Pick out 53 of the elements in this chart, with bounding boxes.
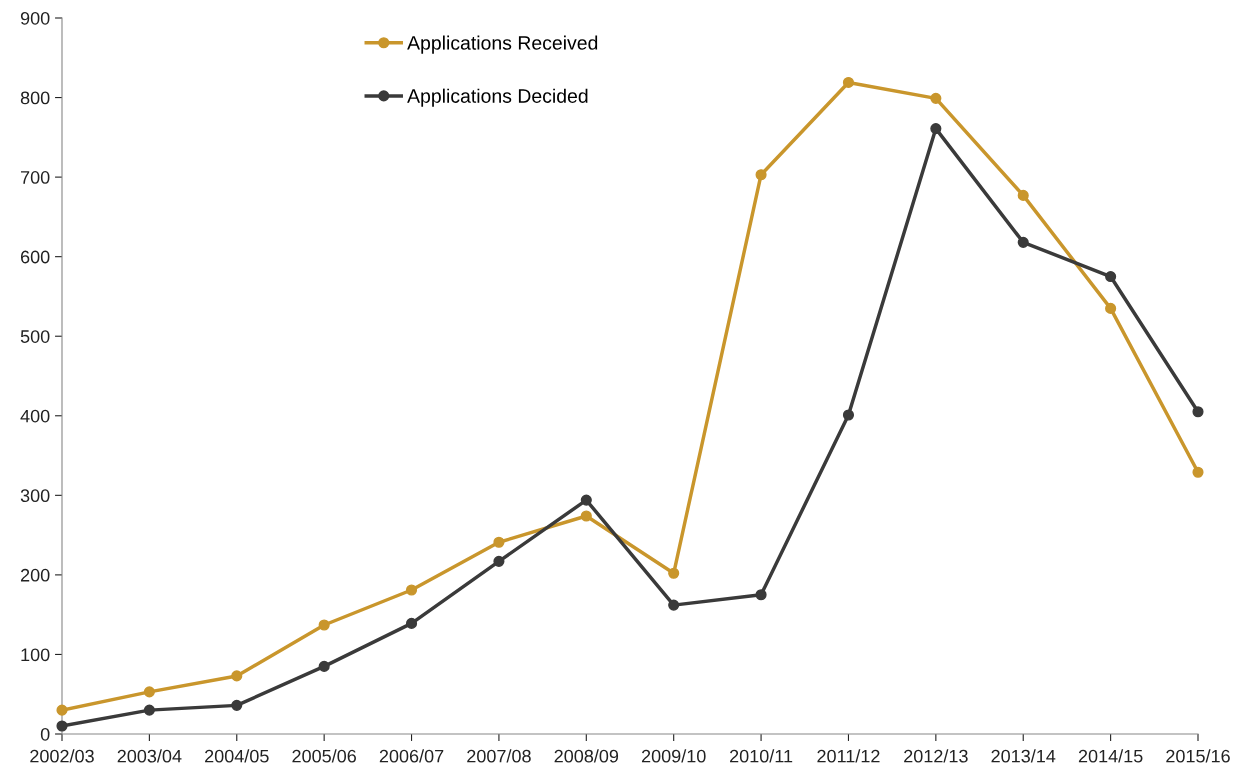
y-tick-label: 900: [20, 11, 50, 25]
point: [493, 555, 505, 567]
point: [318, 660, 330, 672]
x-tick-label: 2015/16: [1166, 749, 1230, 763]
y-tick-label: 0: [40, 727, 50, 741]
point: [842, 76, 855, 88]
point: [56, 704, 68, 716]
legend-label: Applications Received: [407, 35, 598, 54]
x-tick-label: 2014/15: [1078, 749, 1143, 763]
x-tick-label: 2011/12: [817, 749, 880, 763]
x-tick-label: 2013/14: [991, 749, 1056, 763]
point: [1017, 236, 1029, 248]
y-tick-label: 600: [20, 250, 50, 264]
point: [930, 92, 942, 104]
point: [668, 567, 680, 579]
point: [755, 589, 767, 601]
point: [1192, 466, 1204, 478]
x-tick-label: 2010/11: [730, 749, 793, 763]
legend-label: Applications Decided: [407, 88, 588, 107]
y-tick-label: 200: [20, 568, 50, 582]
point: [405, 617, 418, 629]
x-tick-label: 2005/06: [292, 749, 356, 763]
y-tick-label: 800: [20, 91, 50, 105]
x-tick-label: 2006/07: [379, 749, 444, 763]
y-tick-label: 400: [20, 409, 50, 423]
x-tick-label: 2007/08: [467, 749, 531, 763]
x-tick-label: 2003/04: [117, 749, 182, 763]
point: [842, 409, 855, 421]
point: [231, 699, 243, 711]
point: [1105, 270, 1117, 283]
point: [755, 169, 767, 181]
x-tick-label: 2012/13: [904, 749, 968, 763]
point: [1105, 302, 1117, 314]
point: [405, 584, 418, 596]
y-tick-label: 100: [21, 648, 50, 662]
point: [231, 670, 243, 682]
y-tick-label: 700: [21, 171, 50, 184]
x-tick-label: 2002/03: [30, 749, 94, 763]
y-tick-label: 300: [20, 489, 50, 503]
point: [143, 704, 155, 716]
point: [1192, 406, 1204, 418]
point: [580, 494, 592, 506]
point: [668, 599, 680, 611]
y-tick-label: 500: [20, 330, 50, 343]
point: [143, 686, 155, 698]
x-tick-label: 2009/10: [641, 749, 706, 763]
x-tick-label: 2008/09: [554, 749, 619, 763]
point: [930, 123, 942, 135]
point: [318, 619, 330, 631]
x-tick-label: 2004/05: [205, 749, 269, 763]
point: [580, 510, 592, 522]
point: [1017, 189, 1029, 201]
point: [493, 536, 505, 548]
